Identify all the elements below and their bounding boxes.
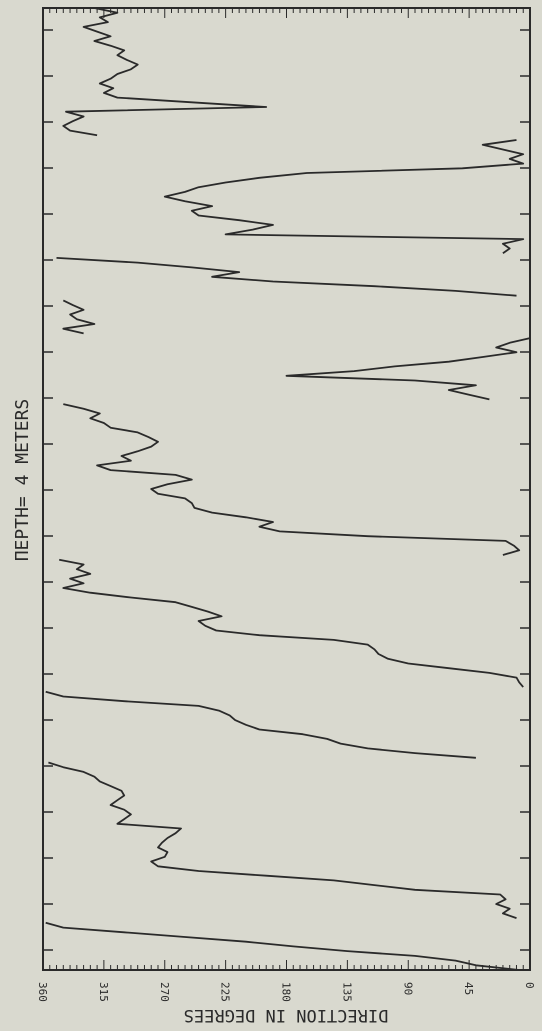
direction-tick-label: 180 <box>280 982 293 1002</box>
series-group <box>45 7 531 971</box>
direction-tick-label: 225 <box>219 982 232 1002</box>
direction-series-line <box>45 690 476 759</box>
tick-labels: 0 45 90 135 180 225 270 315 360 <box>36 982 536 1002</box>
y-axis-label: DIRECTION IN DEGREES <box>184 1005 389 1025</box>
direction-series-line <box>62 7 268 137</box>
direction-series-line <box>62 299 96 335</box>
minor-ticks <box>42 8 531 970</box>
plot-area <box>42 7 531 971</box>
direction-tick-label: 360 <box>36 982 49 1002</box>
direction-tick-label: 270 <box>158 982 171 1002</box>
direction-tick-label: 315 <box>97 982 110 1002</box>
direction-series-line <box>45 921 520 971</box>
direction-series-line <box>63 403 521 556</box>
direction-series-line <box>59 558 524 688</box>
direction-tick-label: 135 <box>340 982 353 1002</box>
direction-tick-label: 0 <box>523 982 536 989</box>
chart-title: ΠΕΡΤΗ= 4 ΜΕΤΕRS <box>12 399 33 562</box>
direction-series-line <box>163 139 525 254</box>
direction-series-line <box>56 257 517 297</box>
direction-series-line <box>285 337 531 401</box>
direction-tick-label: 90 <box>401 982 414 995</box>
direction-tick-label: 45 <box>462 982 475 995</box>
direction-series-line <box>48 761 517 919</box>
